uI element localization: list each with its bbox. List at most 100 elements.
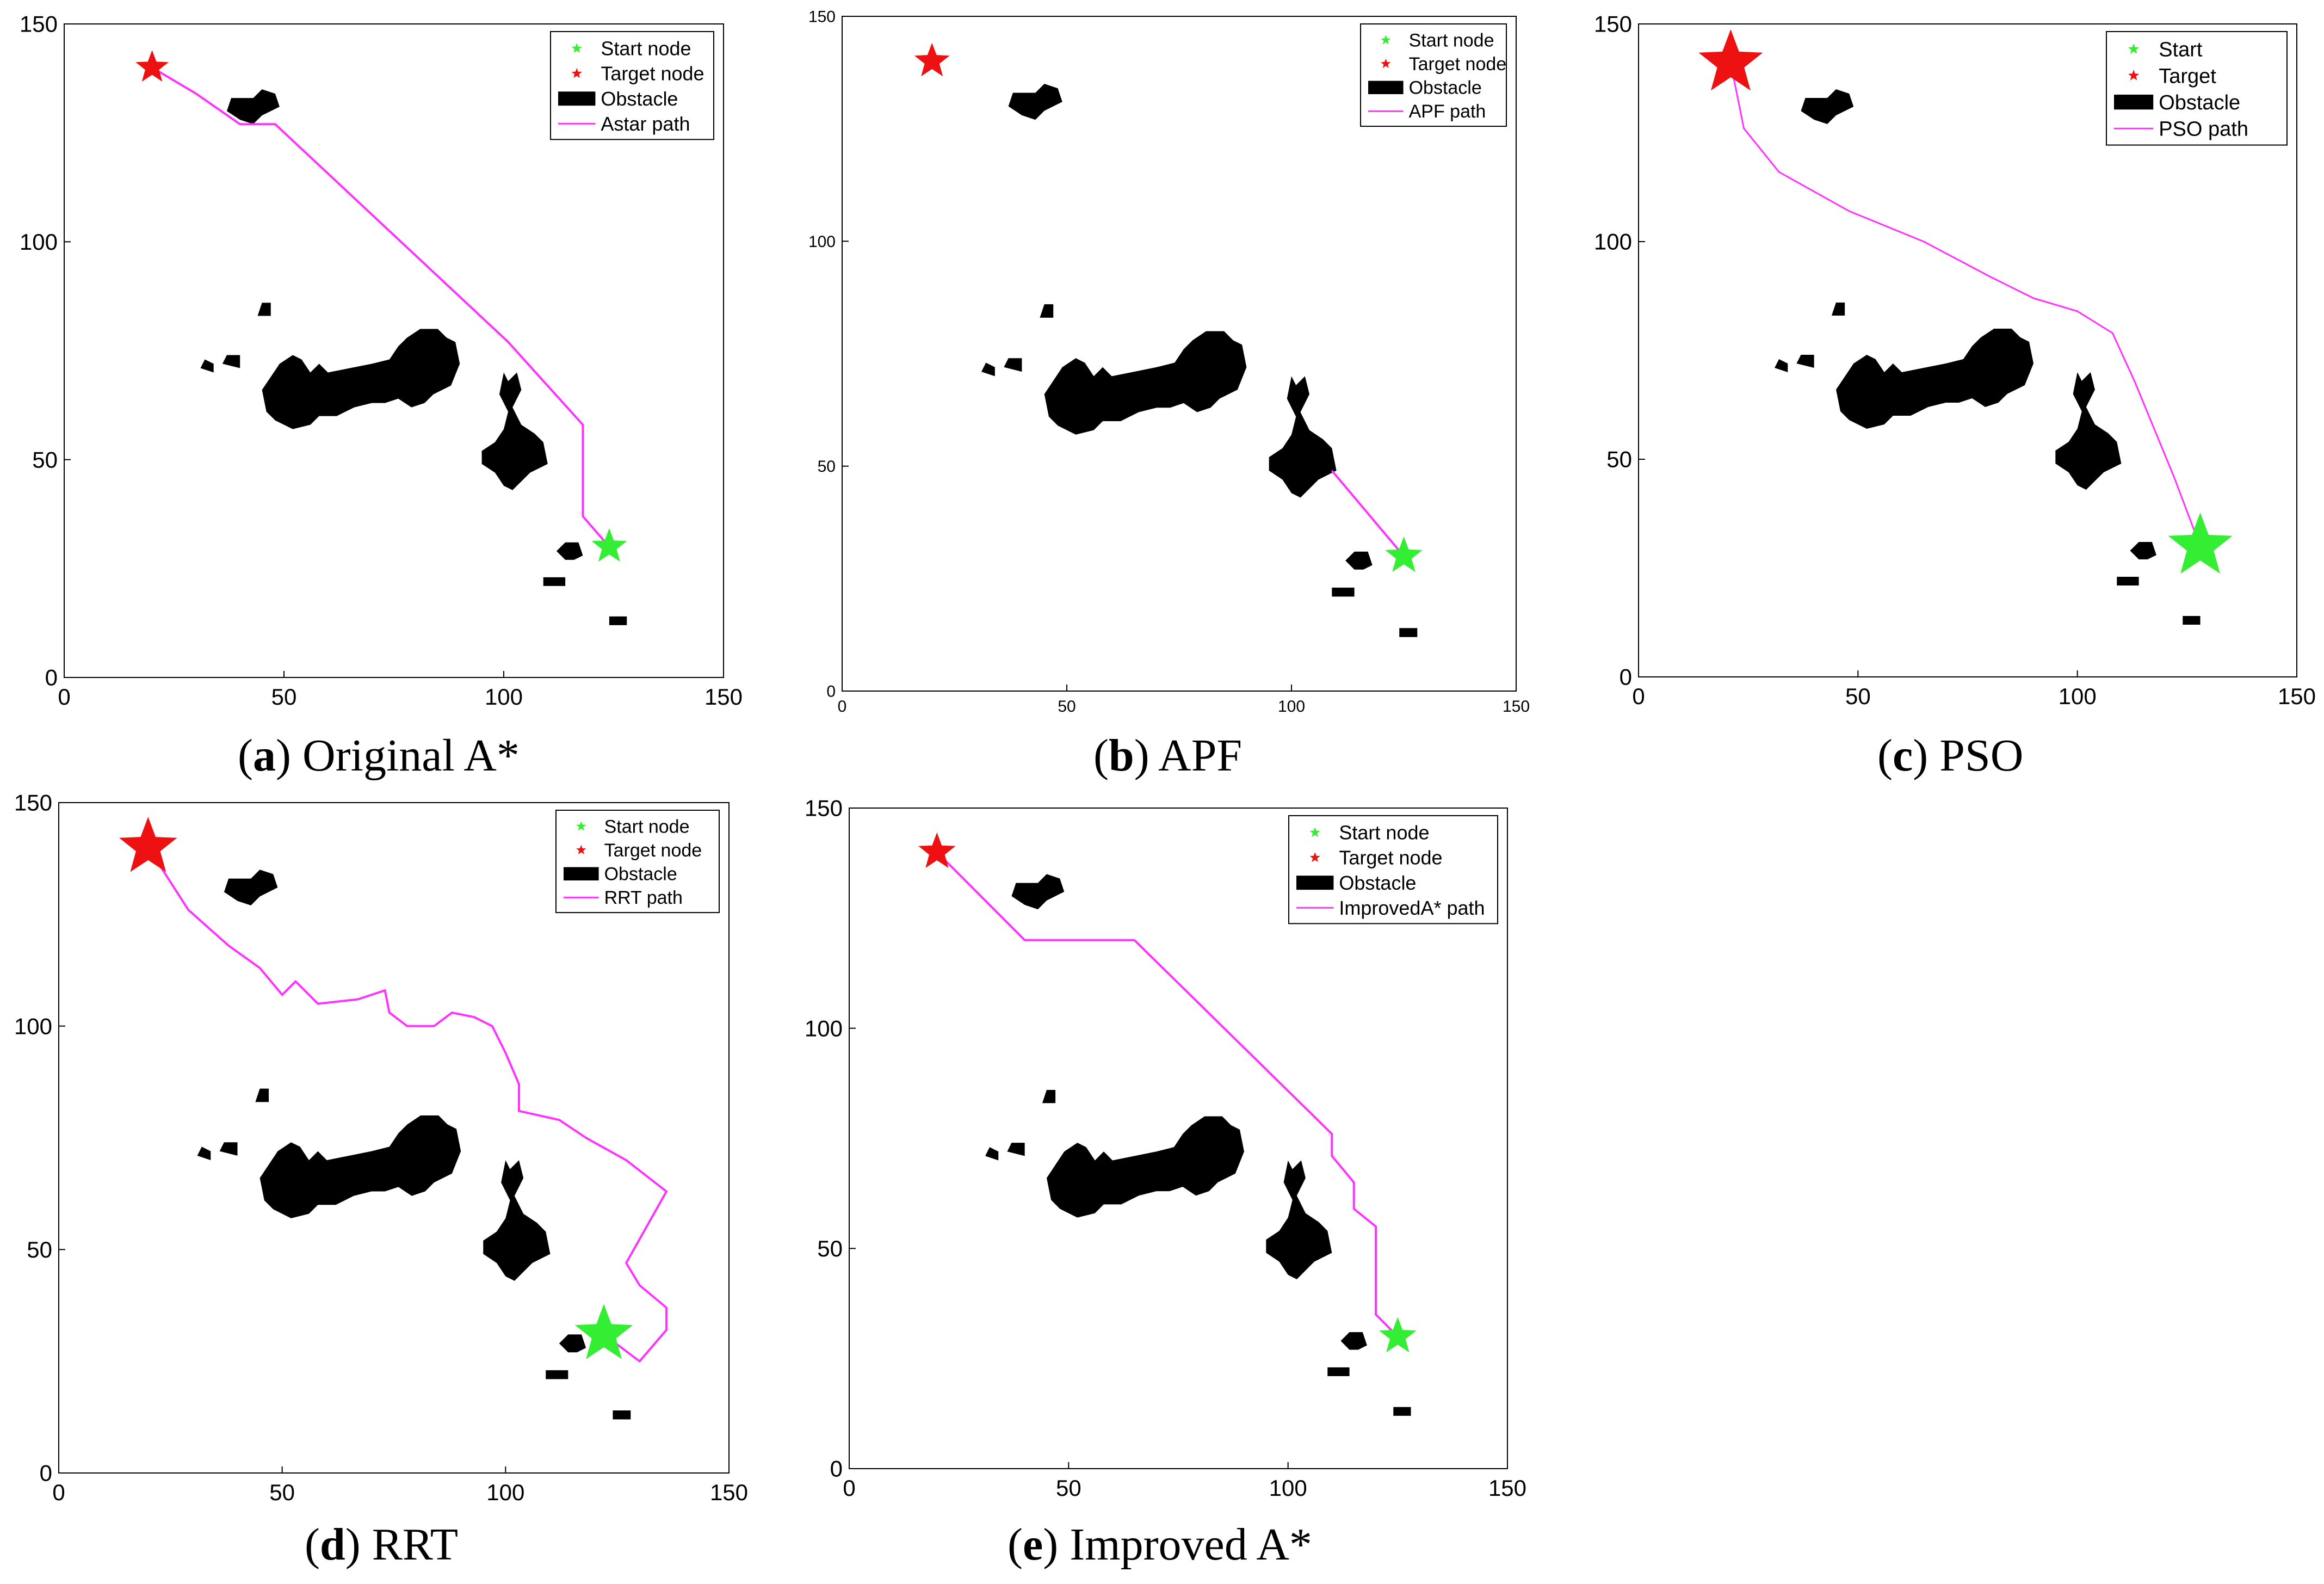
- legend-label: Obstacle: [1409, 78, 1482, 98]
- legend-label: Start: [2159, 39, 2203, 61]
- x-tick-label: 100: [486, 1480, 524, 1505]
- y-tick-label: 0: [45, 665, 58, 691]
- y-tick-label: 50: [818, 458, 836, 476]
- caption-e: (e) Improved A*: [1008, 1519, 1312, 1570]
- target-node-marker: [1698, 29, 1763, 91]
- legend-label: Obstacle: [601, 88, 678, 110]
- x-tick-label: 50: [1056, 1475, 1081, 1501]
- legend: Start Target Obstacle PSO path: [2106, 31, 2288, 146]
- x-tick-label: 150: [1488, 1475, 1526, 1501]
- x-tick-label: 150: [1503, 698, 1530, 716]
- legend-label: Target node: [1409, 54, 1507, 75]
- start-node-marker: [1385, 537, 1423, 572]
- legend-target-icon: [571, 68, 582, 78]
- x-tick-label: 0: [1632, 683, 1645, 709]
- caption-a: (a) Original A*: [238, 730, 520, 781]
- chart-panel-b: 0 50 100 150 0 50 100 150 Start node Target node O…: [808, 8, 1530, 716]
- caption-c: (c) PSO: [1877, 730, 2024, 781]
- obstacle-map: [197, 870, 631, 1420]
- plot-area-frame: [842, 16, 1517, 692]
- x-tick-label: 50: [269, 1480, 295, 1505]
- chart-panel-a: 0 50 100 150 0 50 100 150 Start node Target node O…: [20, 11, 743, 710]
- y-tick-label: 100: [14, 1013, 52, 1039]
- legend-label: Start node: [604, 817, 690, 837]
- x-tick-label: 150: [2278, 683, 2316, 709]
- x-tick-label: 0: [843, 1475, 855, 1501]
- x-tick-label: 0: [52, 1480, 65, 1505]
- plot-area-frame: [64, 23, 724, 678]
- planned-path: [1729, 63, 2201, 547]
- legend-label: Obstacle: [604, 864, 677, 885]
- target-node-marker: [914, 42, 950, 77]
- legend-obstacle-icon: [1368, 81, 1404, 95]
- y-tick-label: 0: [1620, 664, 1632, 690]
- legend: Start node Target node Obstacle ImprovedA* …: [1288, 815, 1498, 924]
- obstacle-map: [1775, 89, 2201, 625]
- planned-path: [147, 847, 667, 1363]
- legend-start-icon: [1381, 35, 1391, 45]
- target-node-marker: [135, 50, 169, 82]
- legend-label: Target node: [604, 840, 702, 861]
- y-tick-label: 50: [32, 447, 58, 472]
- planned-path: [1331, 470, 1405, 557]
- plot-area-frame: [849, 808, 1508, 1469]
- start-node-marker: [574, 1304, 633, 1359]
- start-node-marker: [2168, 513, 2233, 574]
- y-tick-label: 150: [808, 8, 836, 26]
- y-tick-label: 0: [826, 683, 836, 701]
- legend: Start node Target node Obstacle APF path: [1360, 23, 1507, 127]
- legend-label: Target: [2159, 65, 2216, 88]
- plot-area-frame: [58, 802, 730, 1474]
- caption-b: (b) APF: [1093, 730, 1243, 781]
- x-tick-label: 100: [1278, 698, 1305, 716]
- y-tick-label: 0: [40, 1460, 52, 1486]
- x-tick-label: 0: [58, 684, 70, 710]
- x-tick-label: 50: [1845, 683, 1871, 709]
- legend-obstacle-icon: [1296, 876, 1334, 890]
- legend-obstacle-icon: [558, 91, 596, 106]
- x-tick-label: 150: [710, 1480, 748, 1505]
- obstacle-map: [985, 874, 1411, 1416]
- x-tick-label: 100: [1269, 1475, 1307, 1501]
- x-tick-label: 100: [2059, 683, 2097, 709]
- start-node-marker: [1379, 1317, 1417, 1353]
- caption-d: (d) RRT: [305, 1519, 459, 1570]
- obstacle-map: [981, 84, 1418, 637]
- planned-path: [936, 851, 1399, 1338]
- x-tick-label: 0: [838, 698, 847, 716]
- legend-start-icon: [1309, 827, 1320, 837]
- x-tick-label: 50: [271, 684, 297, 710]
- planned-path: [151, 66, 610, 548]
- y-tick-label: 50: [817, 1236, 843, 1261]
- legend-target-icon: [2128, 70, 2140, 81]
- legend-label: Obstacle: [2159, 91, 2240, 114]
- legend-label: Start node: [601, 38, 691, 60]
- legend-label: PSO path: [2159, 118, 2248, 141]
- obstacle-map: [200, 89, 627, 625]
- legend-start-icon: [2128, 43, 2140, 54]
- legend-label: Obstacle: [1339, 872, 1416, 894]
- legend-target-icon: [576, 845, 586, 854]
- legend-obstacle-icon: [564, 867, 599, 881]
- legend-label: Target node: [1339, 847, 1442, 869]
- y-tick-label: 50: [27, 1237, 52, 1262]
- legend-target-icon: [1309, 852, 1320, 862]
- x-tick-label: 150: [704, 684, 743, 710]
- legend: Start node Target node Obstacle Astar path: [550, 31, 714, 140]
- legend-start-icon: [571, 43, 582, 53]
- legend-box: [2106, 31, 2288, 146]
- y-tick-label: 100: [1594, 229, 1632, 255]
- plot-area-frame: [1638, 23, 2297, 677]
- y-tick-label: 150: [805, 796, 843, 821]
- y-tick-label: 150: [20, 11, 58, 37]
- legend-label: APF path: [1409, 101, 1486, 122]
- y-tick-label: 100: [805, 1015, 843, 1041]
- y-tick-label: 150: [14, 790, 52, 816]
- legend-box: [1288, 815, 1498, 924]
- y-tick-label: 100: [20, 229, 58, 255]
- y-tick-label: 150: [1594, 11, 1632, 37]
- legend-target-icon: [1381, 58, 1391, 68]
- chart-panel-e: 0 50 100 150 0 50 100 150 Start node Target node O…: [805, 796, 1526, 1501]
